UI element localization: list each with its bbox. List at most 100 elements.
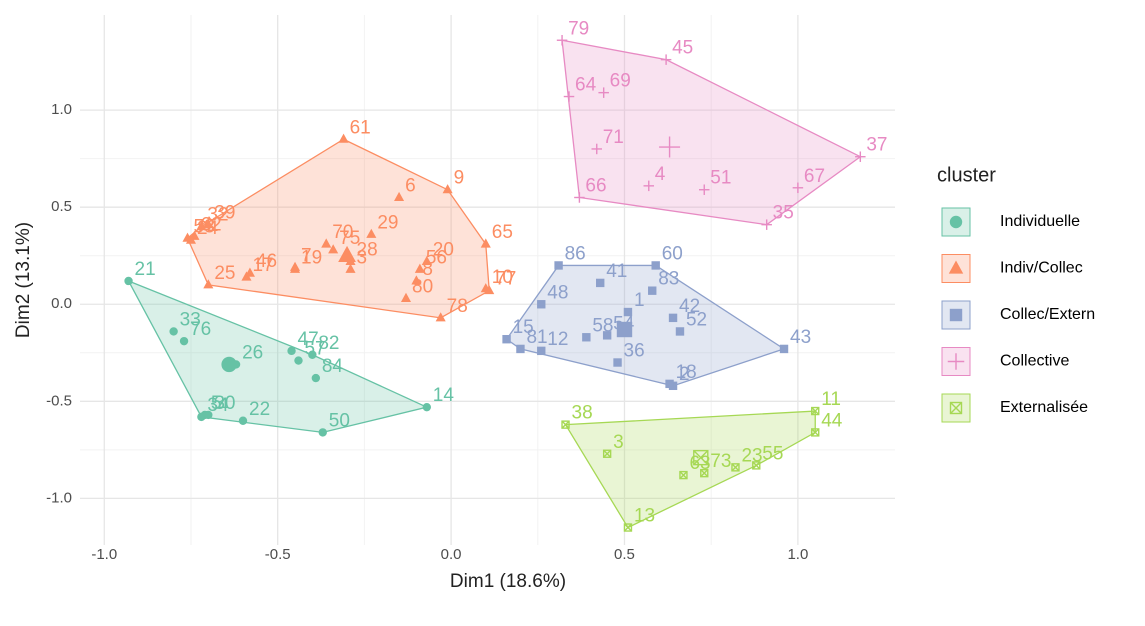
marker-shape — [480, 283, 491, 293]
point — [287, 346, 296, 356]
marker-shape — [196, 220, 207, 231]
marker-shape — [948, 260, 964, 274]
marker-shape — [442, 184, 453, 194]
x-axis-title: Dim1 (18.6%) — [450, 571, 566, 592]
point-label: 39 — [214, 203, 235, 224]
marker-shape — [338, 133, 349, 143]
point — [289, 263, 301, 273]
marker-shape — [679, 471, 688, 480]
point-label: 18 — [676, 362, 697, 383]
marker-shape — [623, 523, 632, 532]
marker-shape — [435, 312, 446, 322]
point — [811, 428, 820, 437]
point — [613, 358, 622, 367]
point — [598, 87, 609, 98]
point-label: 8 — [422, 259, 433, 280]
point-label: 26 — [242, 342, 263, 363]
marker-shape — [811, 428, 820, 437]
point-label: 34 — [207, 395, 229, 416]
marker-shape — [675, 327, 685, 336]
point — [659, 136, 681, 158]
point — [241, 271, 252, 281]
marker-shape — [582, 333, 591, 342]
point-label: 56 — [426, 247, 447, 268]
point-label: 33 — [180, 309, 201, 330]
cluster-hull — [561, 39, 862, 226]
point-label: 78 — [447, 296, 468, 317]
marker-shape — [700, 469, 709, 478]
legend-label: Individuelle — [1000, 213, 1080, 230]
legend-label: Collec/Extern — [1000, 306, 1095, 323]
point-label: 10 — [492, 267, 513, 288]
marker-shape — [308, 350, 317, 359]
marker-shape — [345, 263, 356, 273]
point-label: 60 — [662, 243, 683, 264]
point — [204, 410, 213, 420]
point — [556, 34, 568, 46]
point-label: 11 — [821, 389, 841, 410]
marker-shape — [602, 449, 612, 458]
x-tick-label: 1.0 — [787, 546, 808, 563]
marker-shape — [623, 523, 633, 532]
point — [422, 402, 432, 412]
marker-shape — [203, 279, 214, 289]
point — [679, 470, 688, 480]
legend-label: Indiv/Collec — [1000, 260, 1083, 277]
point-label: 13 — [634, 506, 655, 527]
point-label: 47 — [298, 329, 319, 350]
point — [574, 192, 585, 203]
marker-shape — [561, 420, 570, 429]
marker-shape — [603, 449, 612, 458]
marker-shape — [204, 410, 213, 420]
point-label: 25 — [214, 263, 235, 284]
y-tick-label: -1.0 — [46, 489, 72, 506]
point — [949, 308, 963, 322]
point-label: 35 — [773, 203, 794, 224]
point — [394, 191, 405, 201]
marker-shape — [949, 215, 963, 229]
point-label: 53 — [194, 216, 215, 237]
point — [602, 331, 612, 340]
point — [196, 220, 207, 231]
point — [179, 336, 189, 346]
point — [366, 228, 377, 238]
marker-shape — [596, 278, 605, 288]
marker-shape — [516, 344, 525, 354]
point — [948, 260, 964, 274]
marker-shape — [179, 336, 189, 346]
x-tick-label: 0.0 — [441, 546, 462, 563]
point-label: 19 — [301, 247, 322, 268]
cluster-hull — [564, 410, 816, 529]
cluster-hull — [127, 279, 429, 434]
point — [435, 312, 446, 322]
marker-shape — [318, 428, 327, 437]
marker-shape — [949, 308, 963, 322]
point-label: 84 — [322, 356, 344, 377]
point-label: 15 — [513, 317, 534, 338]
point — [442, 184, 453, 194]
point-label: 3 — [357, 247, 368, 268]
point — [616, 321, 633, 338]
point — [563, 91, 575, 102]
marker-shape — [400, 292, 412, 302]
marker-shape — [693, 449, 709, 466]
point-label: 23 — [741, 445, 762, 466]
marker-shape — [537, 346, 546, 356]
point — [480, 283, 491, 293]
point-label: 65 — [492, 222, 513, 243]
point-label: 2 — [679, 364, 690, 385]
point — [311, 373, 321, 383]
point-label: 14 — [433, 385, 455, 406]
marker-shape — [366, 228, 377, 238]
marker-shape — [321, 238, 332, 248]
point-label: 4 — [655, 164, 666, 185]
point-label: 75 — [339, 228, 360, 249]
point — [582, 333, 591, 342]
point — [731, 463, 740, 472]
marker-shape — [949, 401, 963, 415]
point-label: 51 — [710, 168, 731, 189]
point — [516, 344, 525, 354]
point-label: 32 — [207, 205, 228, 226]
point-label: 52 — [686, 309, 707, 330]
